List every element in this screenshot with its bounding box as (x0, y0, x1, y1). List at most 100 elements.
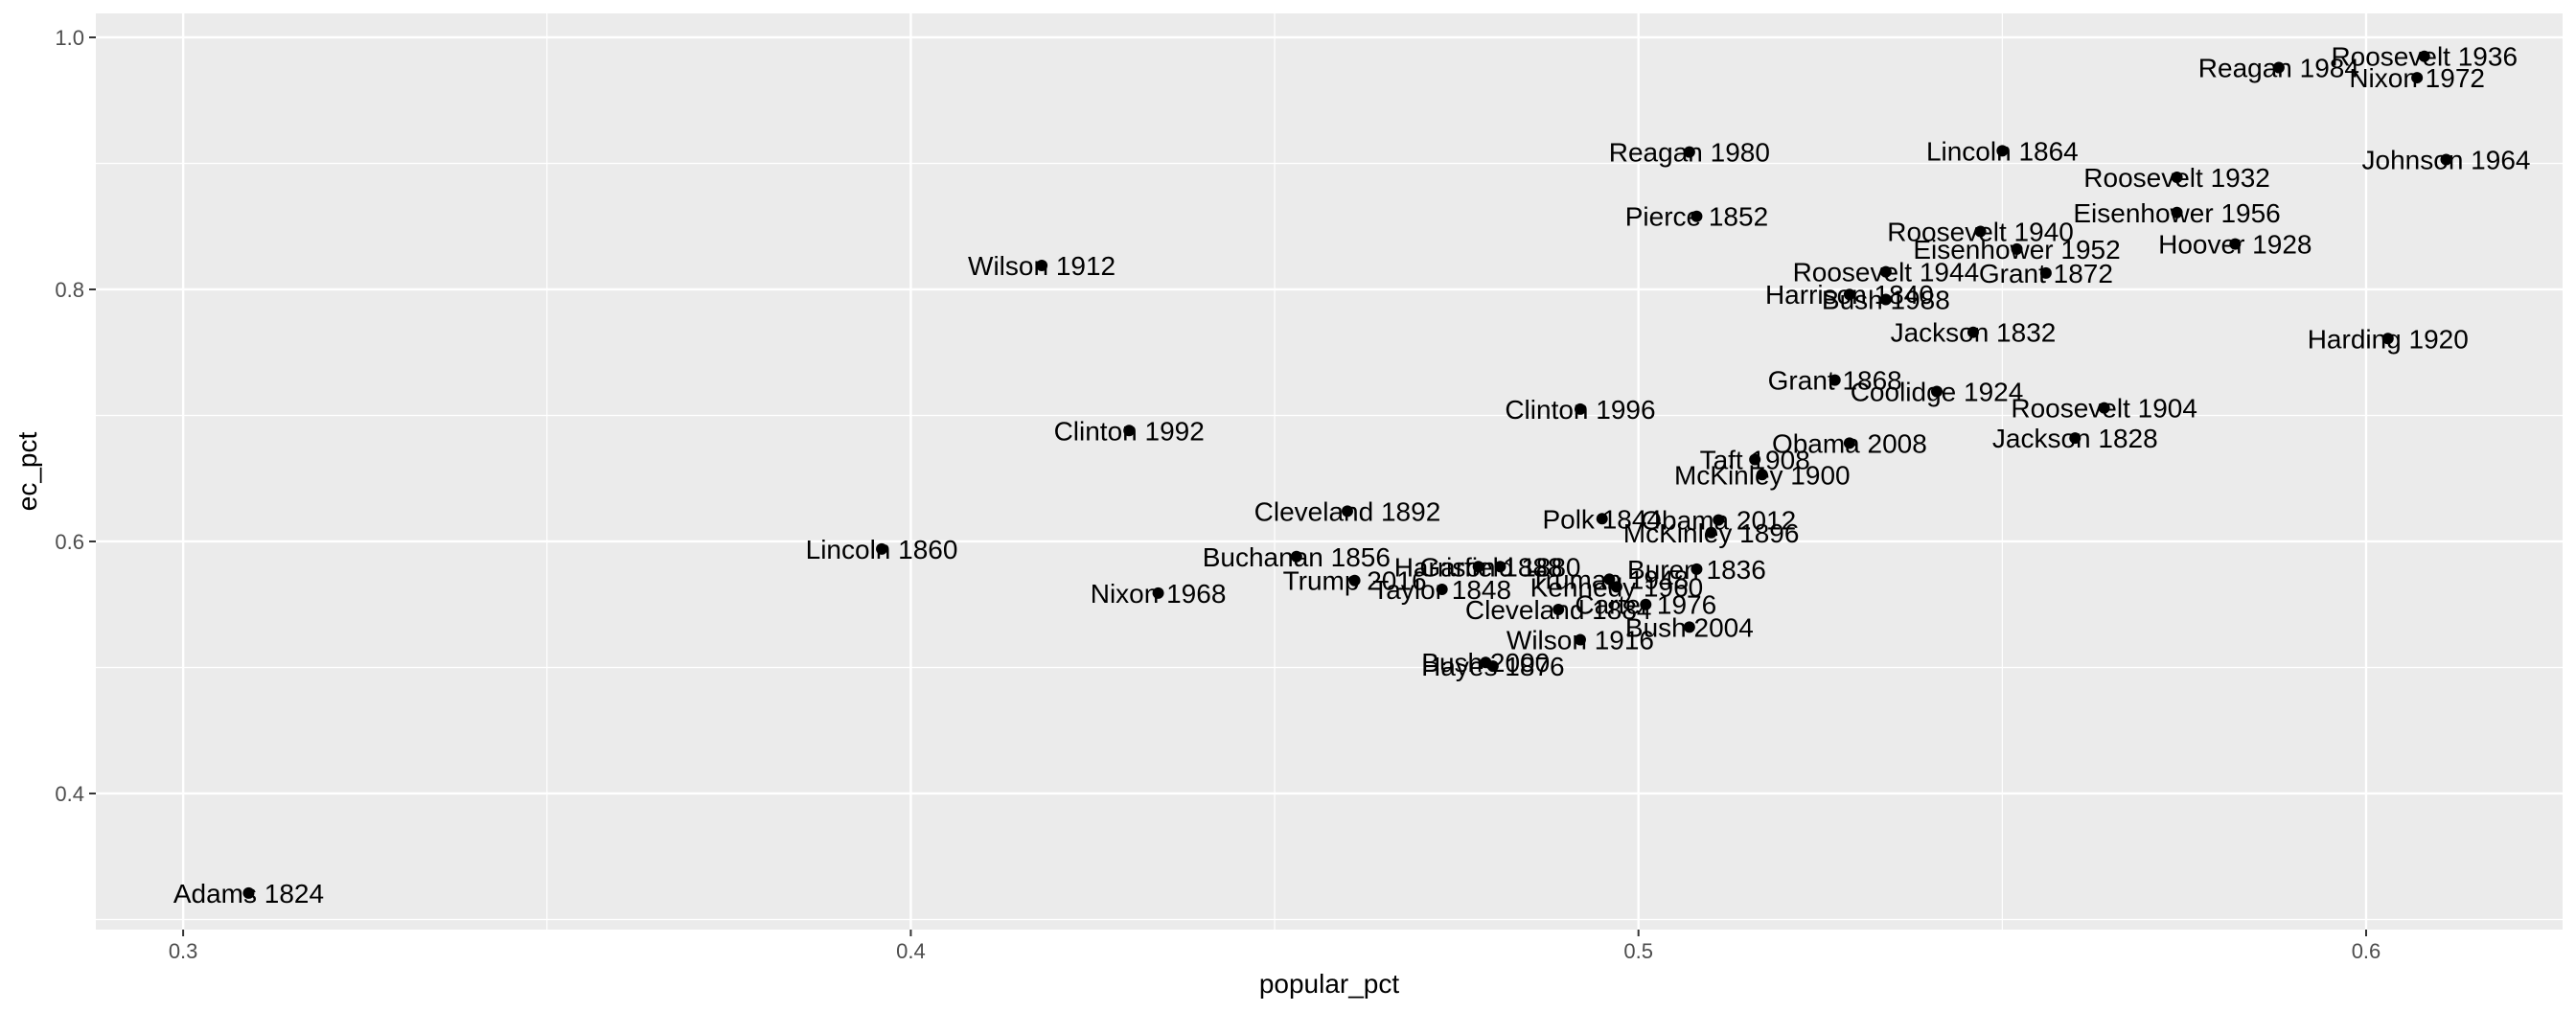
point-label: Bush 1988 (1822, 286, 1950, 315)
point-label: Nixon 1972 (2349, 63, 2485, 93)
data-point (2171, 171, 2183, 183)
data-point (1152, 586, 1164, 599)
point-label: Garfield 1880 (1419, 552, 1580, 582)
point-label: Obama 2012 (1641, 506, 1796, 536)
x-tick-label: 0.4 (896, 939, 926, 963)
point-label: Coolidge 1924 (1851, 377, 2024, 406)
point-label: Grant 1872 (1979, 259, 2113, 288)
point-label: Obama 2008 (1772, 428, 1927, 458)
point-label: Cleveland 1884 (1465, 595, 1652, 625)
point-label: Wilson 1916 (1506, 626, 1654, 656)
data-point (2039, 266, 2052, 279)
point-label: Nixon 1968 (1091, 579, 1227, 609)
point-label: Wilson 1912 (968, 251, 1116, 281)
point-label: Buren 1836 (1627, 555, 1766, 585)
point-label: Harrison 1840 (1765, 280, 1934, 310)
point-label: McKinley 1900 (1674, 460, 1851, 490)
point-label: Hoover 1928 (2158, 230, 2312, 260)
data-point (2069, 432, 2082, 445)
data-point (1610, 581, 1622, 593)
point-label: Reagan 1984 (2198, 54, 2359, 83)
data-point (1341, 505, 1353, 518)
point-label: Harding 1920 (2308, 324, 2469, 354)
data-point (1348, 574, 1361, 586)
data-point (1552, 603, 1565, 615)
point-label: Roosevelt 1932 (2083, 163, 2270, 193)
points-layer (242, 50, 2452, 899)
data-point (1756, 469, 1768, 481)
point-label: Cleveland 1892 (1254, 496, 1441, 526)
data-point (1036, 259, 1048, 271)
point-label: Grant 1868 (1768, 366, 1902, 396)
point-label: Harrison 1888 (1394, 552, 1563, 582)
point-label: Reagan 1980 (1609, 138, 1770, 168)
point-label: McKinley 1896 (1623, 518, 1800, 548)
data-point (1879, 265, 1892, 278)
data-point (242, 886, 255, 899)
y-tick-label: 0.4 (55, 782, 84, 806)
point-label: Roosevelt 1904 (2011, 394, 2197, 424)
point-label: Roosevelt 1944 (1793, 258, 1980, 288)
data-point (2381, 333, 2394, 345)
point-label: Clinton 1996 (1505, 395, 1655, 425)
plot-panel (96, 13, 2563, 930)
point-label: Bush 2004 (1625, 612, 1754, 642)
point-label: Taft 1908 (1700, 446, 1810, 475)
data-point (1690, 210, 1703, 222)
data-point (2171, 206, 2183, 218)
point-label: Johnson 1964 (2362, 146, 2531, 175)
y-tick-label: 1.0 (55, 26, 84, 50)
data-point (1290, 550, 1302, 563)
point-label: Adams 1824 (173, 879, 324, 908)
data-point (1713, 514, 1725, 526)
data-point (1996, 145, 2009, 157)
data-point (1596, 513, 1608, 525)
point-label: Buchanan 1856 (1203, 542, 1391, 572)
point-label: Lincoln 1864 (1926, 136, 2079, 166)
data-point (2272, 61, 2285, 74)
point-label: Kennedy 1960 (1530, 572, 1704, 602)
data-point (1683, 146, 1695, 158)
data-point (876, 542, 888, 555)
data-point (2440, 153, 2452, 166)
point-label: Eisenhower 1952 (1913, 235, 2120, 264)
data-point (1472, 561, 1484, 573)
point-label: Eisenhower 1956 (2073, 198, 2280, 228)
data-point (1123, 425, 1136, 437)
y-axis-title: ec_pct (12, 432, 42, 512)
data-point (1705, 526, 1717, 539)
x-axis-title: popular_pct (1259, 969, 1400, 999)
labels-layer: Adams 1824 Lincoln 1860 Wilson 1912 Clinton… (173, 42, 2531, 908)
data-point (2229, 238, 2242, 250)
data-point (1974, 225, 1987, 238)
data-point (1828, 374, 1841, 386)
point-label: Clinton 1992 (1054, 416, 1205, 446)
point-label: Jackson 1832 (1891, 318, 2057, 348)
data-point (1843, 437, 1855, 449)
data-point (1749, 453, 1761, 466)
axes-layer: 0.3 0.4 0.5 0.6 0.4 0.6 0.8 1.0 (55, 26, 2380, 963)
x-tick-label: 0.3 (169, 939, 198, 963)
data-point (1879, 293, 1892, 306)
point-label: Trump 2016 (1283, 566, 1427, 596)
point-label: Pierce 1852 (1625, 202, 1768, 232)
data-point (1480, 656, 1492, 669)
y-tick-label: 0.6 (55, 530, 84, 554)
point-label: Jackson 1828 (1992, 424, 2158, 453)
data-point (2098, 402, 2110, 414)
point-label: Bush 2000 (1421, 648, 1550, 678)
data-point (1683, 621, 1695, 633)
data-point (1574, 402, 1586, 415)
point-label: Truman 1948 (1530, 564, 1690, 594)
data-point (1966, 326, 1979, 338)
x-tick-label: 0.6 (2352, 939, 2381, 963)
data-point (1690, 563, 1703, 575)
data-point (1574, 633, 1586, 646)
data-point (2411, 72, 2424, 84)
point-label: Taylor 1848 (1372, 575, 1511, 605)
data-point (2011, 242, 2023, 255)
point-label: Carter 1976 (1575, 590, 1716, 620)
data-point (2418, 50, 2430, 62)
point-label: Roosevelt 1940 (1887, 217, 2074, 246)
